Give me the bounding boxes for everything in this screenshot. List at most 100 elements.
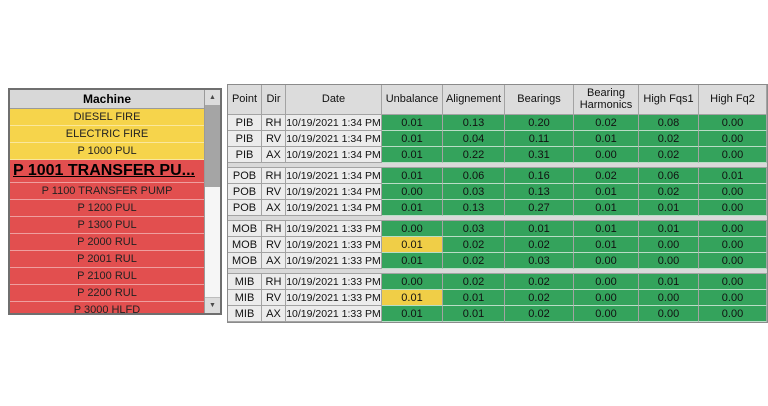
cell-value: 0.22 (443, 147, 505, 163)
cell-value: 0.00 (574, 253, 639, 269)
cell-value: 0.01 (382, 131, 443, 147)
cell-value: 0.00 (699, 290, 767, 306)
column-header: Alignement (443, 85, 505, 115)
cell-value: 0.00 (699, 274, 767, 290)
table-row: MIB RV 10/19/2021 1:33 PM 0.01 0.01 0.02 0.00 0… (228, 290, 767, 306)
cell-date: 10/19/2021 1:34 PM (286, 131, 382, 147)
cell-value: 0.01 (382, 237, 443, 253)
machine-list-item[interactable]: P 1300 PUL (10, 217, 204, 234)
arrow-up-icon: ▲ (209, 94, 216, 101)
cell-value: 0.02 (443, 237, 505, 253)
scroll-up-button[interactable]: ▲ (205, 90, 220, 106)
column-header: High Fq2 (699, 85, 767, 115)
cell-value: 0.00 (699, 200, 767, 216)
cell-value: 0.02 (639, 147, 699, 163)
cell-value: 0.03 (505, 253, 574, 269)
cell-value: 0.00 (574, 274, 639, 290)
scroll-down-button[interactable]: ▼ (205, 297, 220, 313)
cell-date: 10/19/2021 1:34 PM (286, 115, 382, 131)
cell-value: 0.01 (574, 221, 639, 237)
cell-value: 0.02 (443, 253, 505, 269)
machine-list-item[interactable]: DIESEL FIRE (10, 109, 204, 126)
machine-list-item[interactable]: P 1001 TRANSFER PU... (10, 160, 204, 183)
cell-value: 0.04 (443, 131, 505, 147)
cell-dir: RH (262, 274, 286, 290)
table-row: PIB RV 10/19/2021 1:34 PM 0.01 0.04 0.11 0.01 0… (228, 131, 767, 147)
cell-value: 0.00 (699, 131, 767, 147)
cell-value: 0.00 (382, 184, 443, 200)
scrollbar-thumb[interactable] (205, 105, 220, 187)
cell-dir: AX (262, 306, 286, 322)
machine-list-items: DIESEL FIRE ELECTRIC FIRE P 1000 PUL P 1001… (10, 109, 204, 313)
cell-value: 0.00 (574, 306, 639, 322)
cell-value: 0.00 (382, 221, 443, 237)
cell-value: 0.01 (639, 221, 699, 237)
column-header: Bearing Harmonics (574, 85, 639, 115)
cell-value: 0.06 (639, 168, 699, 184)
arrow-down-icon: ▼ (209, 302, 216, 309)
cell-value: 0.02 (574, 168, 639, 184)
column-header: High Fqs1 (639, 85, 699, 115)
cell-point: MIB (228, 274, 262, 290)
cell-point: POB (228, 168, 262, 184)
machine-list-item[interactable]: P 2001 RUL (10, 251, 204, 268)
cell-point: POB (228, 184, 262, 200)
cell-value: 0.01 (505, 221, 574, 237)
machine-list-scrollbar[interactable]: ▲ ▼ (204, 90, 220, 313)
machine-list-item[interactable]: P 1100 TRANSFER PUMP (10, 183, 204, 200)
machine-list-item[interactable]: P 2000 RUL (10, 234, 204, 251)
cell-dir: RV (262, 237, 286, 253)
cell-value: 0.01 (443, 290, 505, 306)
table-header-row: Point Dir Date Unbalance Alignement Bearings B… (228, 85, 767, 115)
table-row: MOB RH 10/19/2021 1:33 PM 0.00 0.03 0.01 0.01 0… (228, 221, 767, 237)
cell-date: 10/19/2021 1:34 PM (286, 200, 382, 216)
machine-list-item[interactable]: P 3000 HLFD (10, 302, 204, 313)
table-row: POB AX 10/19/2021 1:34 PM 0.01 0.13 0.27 0.01 0… (228, 200, 767, 216)
cell-dir: RH (262, 168, 286, 184)
cell-dir: RH (262, 221, 286, 237)
machine-list-header: Machine (10, 90, 204, 109)
cell-dir: AX (262, 253, 286, 269)
cell-dir: RV (262, 290, 286, 306)
table-row: PIB RH 10/19/2021 1:34 PM 0.01 0.13 0.20 0.02 0… (228, 115, 767, 131)
cell-value: 0.02 (639, 184, 699, 200)
cell-value: 0.01 (574, 200, 639, 216)
cell-dir: RH (262, 115, 286, 131)
machine-list-item[interactable]: ELECTRIC FIRE (10, 126, 204, 143)
machine-list-item[interactable]: P 2100 RUL (10, 268, 204, 285)
cell-date: 10/19/2021 1:33 PM (286, 237, 382, 253)
cell-date: 10/19/2021 1:34 PM (286, 168, 382, 184)
cell-value: 0.00 (382, 274, 443, 290)
cell-value: 0.02 (443, 274, 505, 290)
table-body: PIB RH 10/19/2021 1:34 PM 0.01 0.13 0.20 0.02 0… (228, 115, 767, 322)
cell-dir: RV (262, 184, 286, 200)
measurements-table: Point Dir Date Unbalance Alignement Bearings B… (227, 84, 768, 323)
cell-value: 0.00 (639, 237, 699, 253)
cell-value: 0.20 (505, 115, 574, 131)
cell-date: 10/19/2021 1:34 PM (286, 147, 382, 163)
cell-value: 0.11 (505, 131, 574, 147)
cell-value: 0.01 (443, 306, 505, 322)
cell-value: 0.00 (699, 253, 767, 269)
cell-value: 0.00 (639, 306, 699, 322)
cell-value: 0.01 (639, 200, 699, 216)
column-header: Unbalance (382, 85, 443, 115)
cell-value: 0.00 (574, 290, 639, 306)
cell-value: 0.01 (574, 131, 639, 147)
cell-value: 0.01 (382, 115, 443, 131)
cell-value: 0.01 (699, 168, 767, 184)
cell-point: PIB (228, 147, 262, 163)
machine-list-item[interactable]: P 2200 RUL (10, 285, 204, 302)
cell-value: 0.03 (443, 184, 505, 200)
cell-value: 0.13 (443, 200, 505, 216)
cell-value: 0.02 (639, 131, 699, 147)
table-row: MIB AX 10/19/2021 1:33 PM 0.01 0.01 0.02 0.00 0… (228, 306, 767, 322)
cell-value: 0.31 (505, 147, 574, 163)
column-header: Point (228, 85, 262, 115)
cell-value: 0.13 (443, 115, 505, 131)
cell-dir: RV (262, 131, 286, 147)
machine-list-item[interactable]: P 1000 PUL (10, 143, 204, 160)
machine-list-item[interactable]: P 1200 PUL (10, 200, 204, 217)
machine-list-panel: Machine DIESEL FIRE ELECTRIC FIRE P 1000 P… (8, 88, 222, 315)
cell-point: PIB (228, 115, 262, 131)
